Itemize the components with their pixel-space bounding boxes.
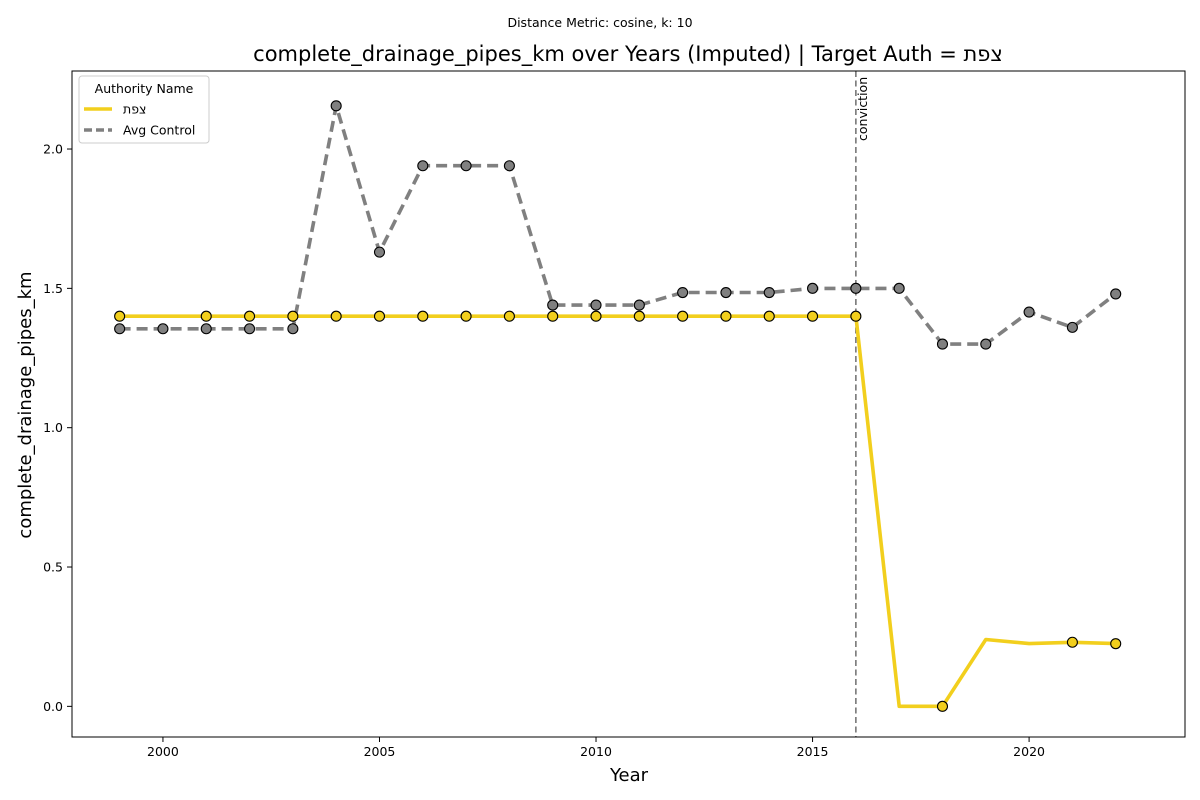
y-tick-label: 2.0 — [43, 142, 63, 157]
data-point-target — [763, 310, 775, 322]
data-point-avg-control — [1110, 288, 1122, 300]
data-point-target — [547, 310, 559, 322]
data-point-avg-control — [1066, 321, 1078, 333]
data-point-avg-control — [157, 323, 169, 335]
data-point-avg-control — [590, 299, 602, 311]
data-point-avg-control — [807, 282, 819, 294]
data-point-avg-control — [850, 282, 862, 294]
data-point-avg-control — [893, 282, 905, 294]
chart-suptitle: Distance Metric: cosine, k: 10 — [507, 15, 692, 30]
data-point-avg-control — [720, 286, 732, 299]
legend-label-target: צפת — [123, 102, 146, 117]
data-point-target — [850, 310, 862, 322]
y-tick-label: 1.5 — [43, 281, 63, 296]
x-tick-label: 2015 — [797, 744, 829, 759]
legend-title: Authority Name — [95, 81, 194, 96]
x-tick-label: 2000 — [147, 744, 179, 759]
chart-title: complete_drainage_pipes_km over Years (I… — [253, 42, 1003, 67]
y-tick-label: 0.0 — [43, 699, 63, 714]
data-point-avg-control — [200, 323, 212, 335]
data-point-avg-control — [460, 160, 472, 172]
data-point-avg-control — [633, 299, 645, 311]
series-line-target — [117, 314, 1118, 709]
x-tick-label: 2020 — [1013, 744, 1045, 759]
y-tick-label: 0.5 — [43, 560, 63, 575]
data-point-avg-control — [936, 338, 949, 350]
data-point-target — [244, 310, 256, 322]
data-point-target — [936, 700, 949, 712]
data-point-target — [633, 310, 645, 322]
data-point-avg-control — [244, 323, 256, 335]
data-point-target — [807, 310, 819, 322]
data-point-avg-control — [677, 286, 689, 299]
data-point-avg-control — [373, 246, 386, 258]
x-tick-label: 2010 — [580, 744, 612, 759]
data-point-target — [330, 310, 342, 322]
y-tick-label: 1.0 — [43, 420, 63, 435]
data-point-target — [503, 310, 515, 322]
data-point-avg-control — [114, 323, 126, 335]
x-tick-label: 2005 — [364, 744, 396, 759]
y-axis-label: complete_drainage_pipes_km — [15, 271, 36, 538]
data-point-avg-control — [1023, 306, 1035, 318]
data-point-target — [460, 310, 472, 322]
data-point-avg-control — [330, 100, 342, 112]
data-point-target — [114, 310, 126, 322]
conviction-label: conviction — [855, 77, 870, 141]
data-point-target — [1110, 638, 1122, 650]
data-point-avg-control — [763, 286, 775, 299]
data-point-target — [200, 310, 212, 322]
data-point-target — [1066, 636, 1078, 648]
data-point-target — [590, 310, 602, 322]
data-point-target — [677, 310, 689, 322]
x-axis-label: Year — [609, 765, 649, 786]
data-point-target — [373, 310, 386, 322]
data-point-avg-control — [417, 160, 429, 172]
data-point-target — [720, 310, 732, 322]
legend-box — [78, 75, 210, 144]
plot-frame — [71, 70, 1186, 738]
data-point-avg-control — [503, 160, 515, 172]
data-point-avg-control — [547, 299, 559, 311]
data-point-avg-control — [980, 338, 992, 350]
data-point-target — [287, 310, 299, 322]
data-point-target — [417, 310, 429, 322]
data-point-avg-control — [287, 323, 299, 335]
legend: Authority Name צפת Avg Control — [78, 75, 210, 144]
legend-label-avg-control: Avg Control — [123, 123, 195, 138]
